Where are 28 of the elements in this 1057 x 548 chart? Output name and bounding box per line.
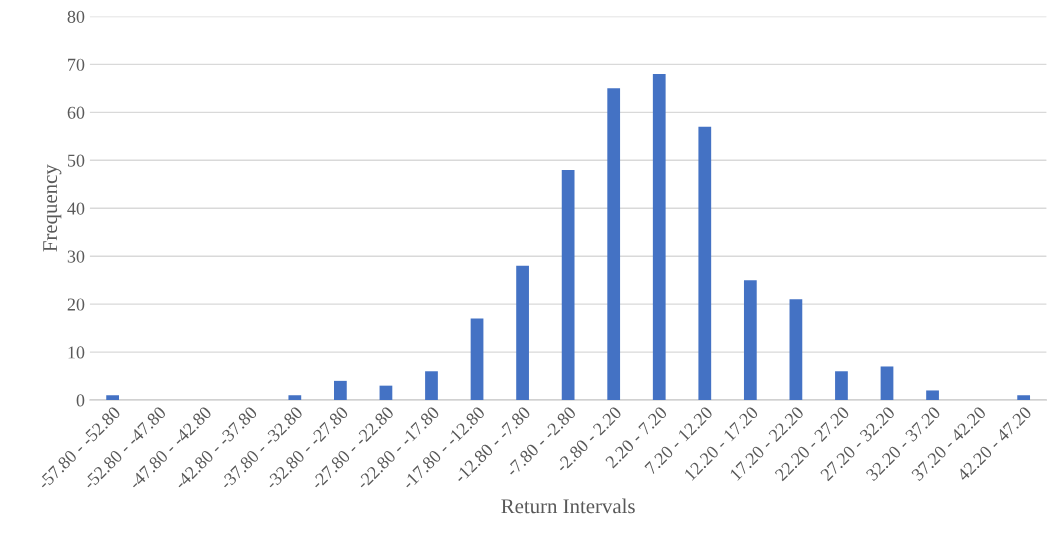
bar	[516, 265, 529, 401]
y-tick-label: 80	[67, 10, 85, 23]
bar	[743, 280, 757, 401]
y-tick-label: 70	[68, 58, 85, 71]
bar	[607, 88, 621, 401]
bar	[470, 318, 484, 401]
bar	[288, 395, 302, 401]
y-tick-label: 50	[67, 154, 85, 167]
y-tick-label: 10	[68, 346, 85, 359]
x-axis-title: Return Intervals	[501, 498, 635, 514]
y-tick-label: 40	[67, 202, 85, 215]
bar	[789, 299, 803, 401]
y-tick-label: 20	[67, 298, 85, 311]
bar	[835, 371, 848, 401]
y-tick-label: 0	[76, 394, 85, 407]
bar	[334, 380, 347, 401]
bar	[425, 371, 438, 401]
bar	[106, 395, 119, 401]
bar	[652, 73, 666, 401]
bar	[698, 126, 712, 401]
bar	[561, 169, 575, 401]
y-tick-label: 30	[67, 250, 85, 263]
y-tick-label: 60	[67, 106, 85, 119]
bar	[926, 390, 939, 401]
bar	[880, 366, 894, 401]
bar	[1017, 395, 1031, 401]
bar	[379, 385, 393, 401]
y-axis-title: Frequency	[43, 164, 62, 252]
